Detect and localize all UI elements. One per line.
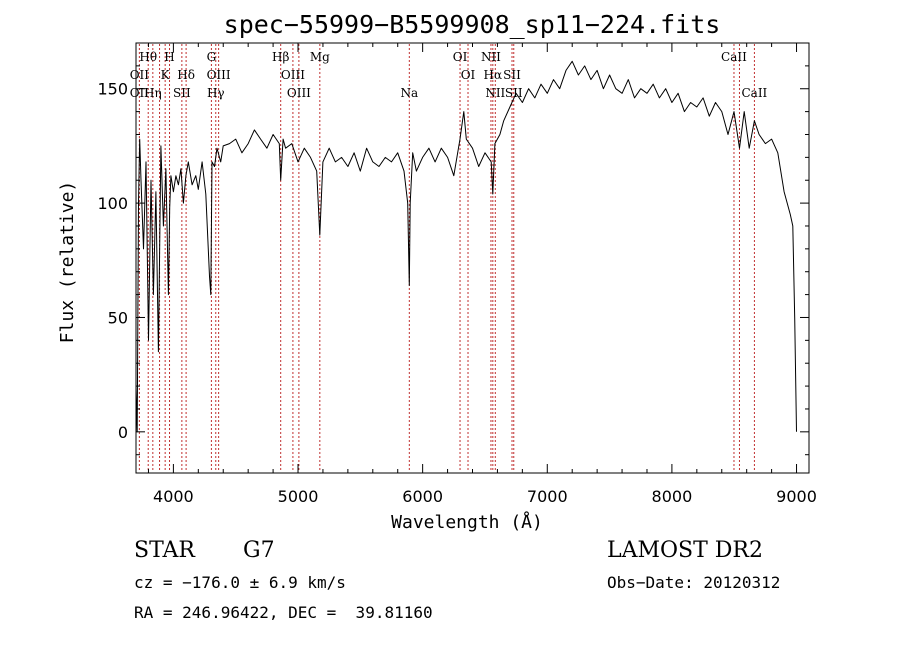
line-label: Hη [144, 86, 162, 100]
line-label: NII [485, 86, 505, 100]
spectrum-line [135, 60, 797, 433]
object-class: STAR [134, 538, 195, 563]
observation-date: Obs−Date: 20120312 [607, 573, 781, 592]
ra-dec-coordinates: RA = 246.96422, DEC = 39.81160 [134, 603, 433, 622]
spectrum-series-group [135, 60, 797, 433]
line-label: H [164, 50, 174, 64]
line-label: Hθ [139, 50, 157, 64]
line-label: Mg [310, 50, 330, 64]
line-label: Hβ [272, 50, 289, 64]
chart-title: spec−55999−B5599908_sp11−224.fits [224, 10, 721, 39]
redshift-velocity: cz = −176.0 ± 6.9 km/s [134, 573, 346, 592]
line-label: OIII [207, 68, 231, 82]
line-label: G [207, 50, 217, 64]
y-tick-label: 150 [97, 80, 128, 99]
x-tick-label: 4000 [153, 487, 194, 506]
line-label: OI [453, 50, 468, 64]
x-tick-label: 5000 [278, 487, 319, 506]
axis-ticks: 4000 5000 6000 7000 8000 9000 0 50 100 150 [97, 43, 817, 506]
line-label: K [161, 68, 171, 82]
line-label: CaII [741, 86, 767, 100]
y-tick-label: 100 [97, 194, 128, 213]
line-label: Hδ [177, 68, 195, 82]
y-tick-label: 50 [108, 308, 128, 327]
line-label: NII [481, 50, 501, 64]
line-label: OII [130, 68, 150, 82]
y-axis-label: Flux (relative) [57, 181, 78, 344]
line-label: Na [400, 86, 418, 100]
survey-name: LAMOST DR2 [607, 538, 763, 563]
x-tick-label: 6000 [402, 487, 443, 506]
line-label: Hα [484, 68, 503, 82]
line-label: OII [130, 86, 150, 100]
x-tick-label: 7000 [527, 487, 568, 506]
line-label: CaII [721, 50, 747, 64]
line-label: Hγ [207, 86, 225, 100]
x-axis-label: Wavelength (Å) [391, 511, 543, 533]
x-tick-label: 8000 [652, 487, 693, 506]
y-tick-label: 0 [118, 423, 128, 442]
line-label: OIII [281, 68, 305, 82]
line-label: OIII [287, 86, 311, 100]
line-label: OI [461, 68, 476, 82]
reference-line-group [138, 44, 755, 472]
object-subclass: G7 [243, 538, 275, 563]
line-label: SII [173, 86, 191, 100]
x-tick-label: 9000 [776, 487, 817, 506]
plot-frame [135, 42, 810, 474]
line-label: SII [503, 68, 521, 82]
